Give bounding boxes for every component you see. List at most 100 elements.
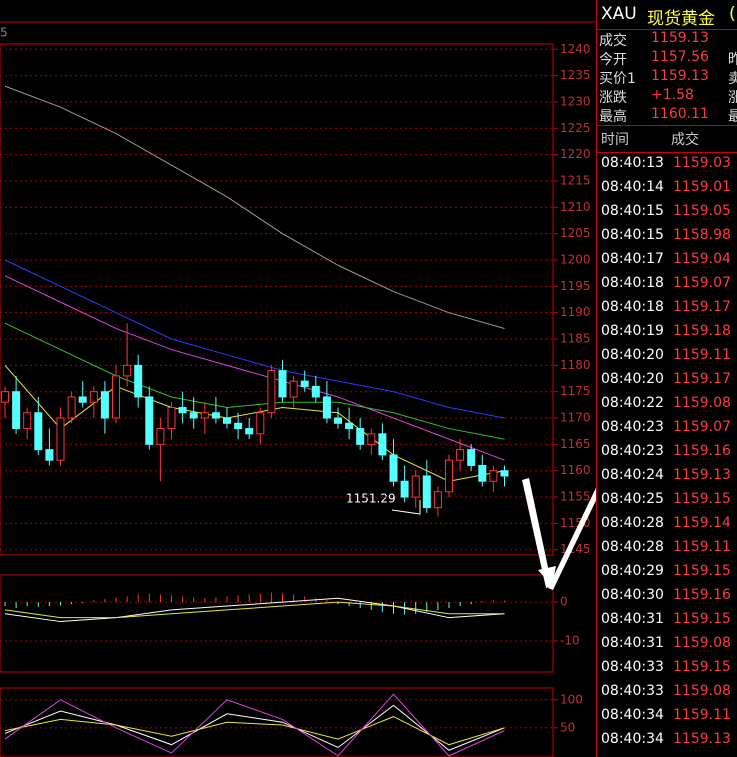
candle-body <box>445 459 453 493</box>
header-price: 成交 <box>671 132 699 148</box>
trade-price: 1159.08 <box>673 395 731 411</box>
y-tick-label: 1210 <box>560 200 591 214</box>
y-tick-label: 1235 <box>560 68 591 82</box>
quote-label-cut: 卖 <box>728 71 737 87</box>
macd-line <box>4 601 505 619</box>
trade-price: 1159.15 <box>673 491 731 507</box>
trade-time: 08:40:30 <box>601 587 664 603</box>
trade-row: 08:40:15 1159.05 <box>597 200 737 224</box>
candle-body <box>223 417 231 424</box>
trade-time: 08:40:20 <box>601 347 664 363</box>
trade-time: 08:40:31 <box>601 611 664 627</box>
trade-row: 08:40:23 1159.16 <box>597 440 737 464</box>
trade-row: 08:40:14 1159.01 <box>597 176 737 200</box>
quote-header: XAU 现货黄金 ( <box>597 4 737 29</box>
quote-value: 1160.11 <box>651 106 709 122</box>
candle-body <box>134 364 143 398</box>
candle-body <box>345 422 354 430</box>
y-tick-label: 50 <box>560 720 575 734</box>
instrument-name: 现货黄金 <box>647 9 715 29</box>
candle-body <box>267 370 276 414</box>
trade-row: 08:40:30 1159.16 <box>597 584 737 608</box>
trade-row: 08:40:25 1159.15 <box>597 488 737 512</box>
trade-time: 08:40:23 <box>601 419 664 435</box>
candle-body <box>67 396 76 419</box>
y-tick-label: 1195 <box>560 279 591 293</box>
trade-price: 1159.03 <box>673 155 731 171</box>
quote-panel: XAU 现货黄金 ( 成交 1159.13 今开 1157.56 昨买价1 1159.13… <box>596 0 737 757</box>
y-tick-label: 1225 <box>560 121 591 135</box>
quote-label: 今开 <box>599 52 627 68</box>
trade-row: 08:40:29 1159.15 <box>597 560 737 584</box>
quote-label-cut: 涨 <box>728 90 737 106</box>
trade-time: 08:40:23 <box>601 443 664 459</box>
macd-panel <box>0 574 554 673</box>
trade-time: 08:40:20 <box>601 371 664 387</box>
candle-body <box>112 375 120 419</box>
kdj-line <box>4 704 505 751</box>
candle-body <box>1 391 9 403</box>
y-tick-label: 1175 <box>560 384 591 398</box>
trade-row: 08:40:33 1159.15 <box>597 656 737 680</box>
candle-body <box>34 412 43 451</box>
candle-body <box>245 428 254 435</box>
moving-average <box>4 259 505 419</box>
quote-value: +1.58 <box>651 87 694 103</box>
trade-price: 1159.01 <box>673 179 731 195</box>
candle-body <box>289 380 298 398</box>
trade-price: 1159.08 <box>673 683 731 699</box>
candle-body <box>123 364 132 377</box>
y-tick-label: 1170 <box>560 411 591 425</box>
trade-price: 1159.15 <box>673 563 731 579</box>
quote-label-cut: 最 <box>728 109 737 125</box>
y-tick-label: 1185 <box>560 332 591 346</box>
trade-time: 08:40:33 <box>601 659 664 675</box>
trade-price: 1159.13 <box>673 731 731 747</box>
trade-row: 08:40:23 1159.07 <box>597 416 737 440</box>
trade-price: 1159.15 <box>673 611 731 627</box>
candle-body <box>334 417 342 424</box>
quote-value: 1159.13 <box>651 30 709 46</box>
trade-price: 1159.13 <box>673 467 731 483</box>
candle-body <box>322 396 331 419</box>
instrument-name-tail: ( <box>729 4 736 24</box>
trade-price: 1158.98 <box>673 227 731 243</box>
quote-row: 买价1 1159.13 卖 <box>597 68 737 87</box>
candle-body <box>378 433 387 456</box>
macd-line <box>4 597 505 623</box>
quote-label: 涨跌 <box>599 90 627 106</box>
moving-average <box>4 85 505 329</box>
candle-body <box>178 406 187 414</box>
candle-body <box>489 470 498 482</box>
trade-time: 08:40:29 <box>601 563 664 579</box>
trade-time: 08:40:34 <box>601 731 664 747</box>
trade-time: 08:40:31 <box>601 635 664 651</box>
chart: 5 1151.29 114511501155116011651170117511… <box>0 21 596 757</box>
y-tick-label: 1190 <box>560 305 591 319</box>
trade-price: 1159.04 <box>673 251 731 267</box>
candle-body <box>422 475 431 509</box>
trade-row: 08:40:20 1159.17 <box>597 368 737 392</box>
quote-label: 最高 <box>599 109 627 125</box>
trade-price: 1159.16 <box>673 587 731 603</box>
trade-price: 1159.11 <box>673 539 731 555</box>
candle-body <box>256 412 265 435</box>
trade-price: 1159.11 <box>673 347 731 363</box>
corner-label: 5 <box>0 26 8 40</box>
trade-price: 1159.07 <box>673 275 731 291</box>
trade-time: 08:40:18 <box>601 275 664 291</box>
y-tick-label: 1240 <box>560 42 591 56</box>
trade-price: 1159.14 <box>673 515 731 531</box>
trade-row: 08:40:15 1158.98 <box>597 224 737 248</box>
y-tick-label: -10 <box>560 633 580 647</box>
candle-body <box>56 417 65 461</box>
candle-body <box>156 428 165 445</box>
kdj-line <box>4 693 505 757</box>
y-tick-label: 1160 <box>560 463 591 477</box>
moving-average <box>4 322 505 440</box>
trade-row: 08:40:28 1159.11 <box>597 536 737 560</box>
candle-body <box>45 449 54 461</box>
kdj-line <box>4 716 505 746</box>
trade-row: 08:40:22 1159.08 <box>597 392 737 416</box>
